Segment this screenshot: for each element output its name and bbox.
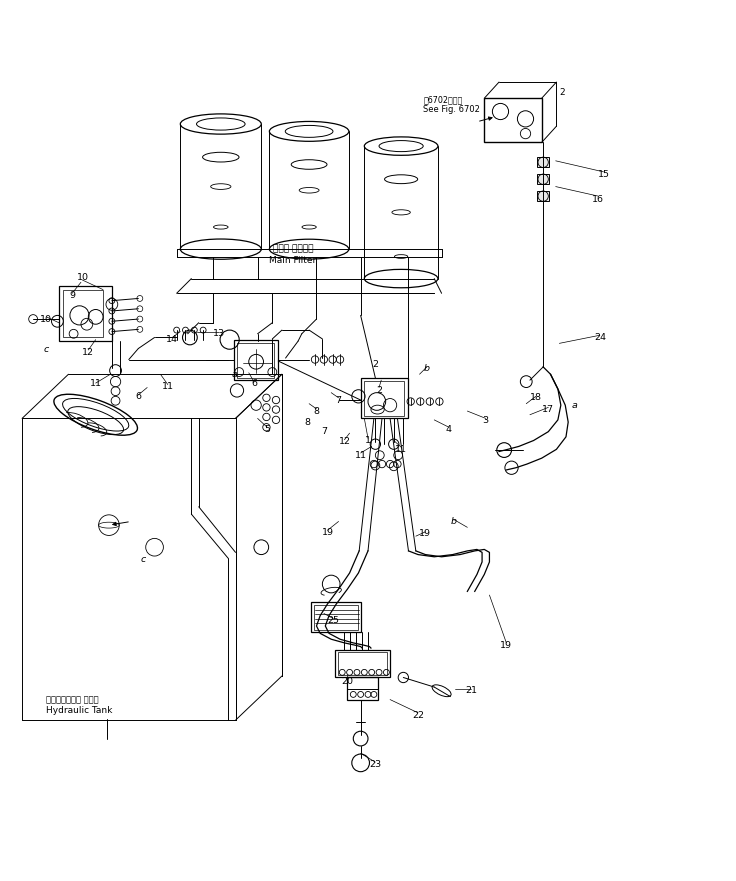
Text: 15: 15 bbox=[598, 169, 609, 179]
Text: 11: 11 bbox=[162, 382, 174, 391]
Text: 17: 17 bbox=[542, 405, 554, 414]
Text: 23: 23 bbox=[369, 759, 381, 769]
Text: 4: 4 bbox=[446, 425, 452, 434]
Text: c: c bbox=[43, 345, 49, 354]
Text: 2: 2 bbox=[376, 386, 382, 395]
Text: See Fig. 6702: See Fig. 6702 bbox=[423, 105, 480, 114]
Bar bbox=[537, 174, 549, 184]
Text: 19: 19 bbox=[420, 529, 431, 538]
Bar bbox=[335, 649, 390, 677]
Bar bbox=[311, 603, 361, 632]
Text: 16: 16 bbox=[592, 195, 604, 204]
Text: Hydraulic Tank: Hydraulic Tank bbox=[46, 706, 112, 715]
Text: 25: 25 bbox=[328, 617, 339, 626]
Text: b: b bbox=[450, 517, 456, 526]
Text: b: b bbox=[424, 364, 430, 373]
Text: 18: 18 bbox=[530, 393, 542, 403]
Bar bbox=[537, 157, 549, 167]
Text: 12: 12 bbox=[82, 348, 94, 357]
Bar bbox=[537, 191, 549, 201]
Text: 11: 11 bbox=[355, 451, 367, 460]
Text: ハイドロリック タンク: ハイドロリック タンク bbox=[46, 695, 99, 704]
Text: 10: 10 bbox=[40, 315, 52, 323]
Bar bbox=[364, 381, 404, 416]
Text: 6: 6 bbox=[135, 392, 141, 401]
Text: 1: 1 bbox=[365, 436, 371, 445]
Text: 5: 5 bbox=[264, 425, 270, 434]
Text: 2: 2 bbox=[559, 88, 565, 97]
Text: メイン フィルタ: メイン フィルタ bbox=[272, 245, 314, 254]
Text: 10: 10 bbox=[77, 272, 88, 282]
Bar bbox=[234, 340, 278, 380]
Text: 19: 19 bbox=[500, 640, 512, 649]
Text: a: a bbox=[231, 370, 237, 379]
Text: a: a bbox=[571, 402, 577, 411]
Text: 9: 9 bbox=[69, 291, 75, 300]
Text: 12: 12 bbox=[339, 438, 350, 447]
Text: 8: 8 bbox=[305, 418, 311, 426]
Text: 11: 11 bbox=[395, 445, 407, 454]
Bar bbox=[237, 343, 274, 378]
Text: 19: 19 bbox=[322, 528, 333, 537]
Text: 13: 13 bbox=[213, 329, 225, 338]
Text: 14: 14 bbox=[166, 335, 178, 344]
Bar bbox=[484, 99, 542, 143]
Text: 第6702図参照: 第6702図参照 bbox=[423, 95, 462, 104]
Text: 7: 7 bbox=[321, 427, 327, 436]
Text: 24: 24 bbox=[594, 333, 606, 342]
Bar bbox=[347, 677, 378, 700]
Bar bbox=[338, 652, 387, 675]
Text: 21: 21 bbox=[465, 686, 477, 695]
Bar bbox=[63, 290, 103, 337]
Bar bbox=[361, 378, 408, 418]
Text: Main Filter: Main Filter bbox=[269, 255, 316, 264]
Text: 8: 8 bbox=[314, 406, 319, 416]
Text: 7: 7 bbox=[336, 396, 342, 404]
Text: 6: 6 bbox=[251, 380, 257, 389]
Bar bbox=[59, 286, 112, 341]
Text: 11: 11 bbox=[90, 379, 102, 388]
Text: 3: 3 bbox=[483, 416, 489, 426]
Bar bbox=[314, 604, 358, 630]
Text: 2: 2 bbox=[372, 360, 378, 369]
Text: c: c bbox=[141, 555, 146, 564]
Text: 20: 20 bbox=[342, 677, 353, 685]
Text: 22: 22 bbox=[412, 711, 424, 720]
